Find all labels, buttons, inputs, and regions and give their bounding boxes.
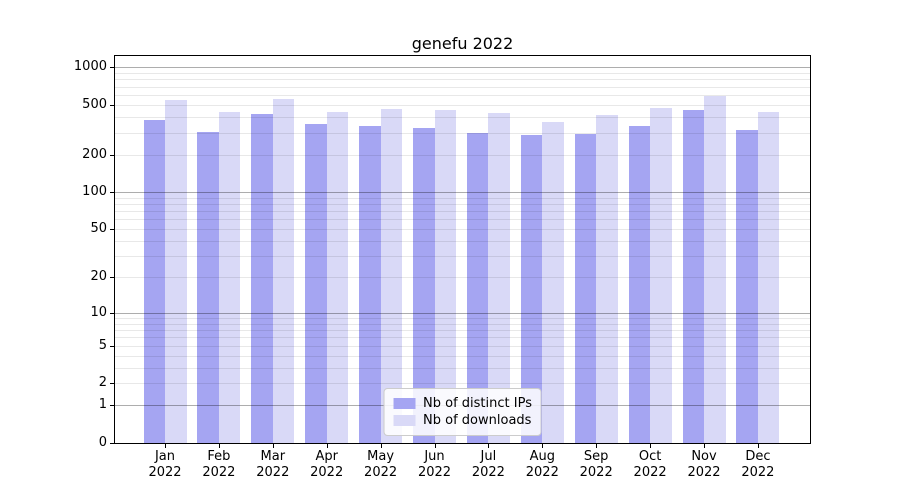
y-tick-label-0: 0 xyxy=(98,435,107,450)
x-tick-label-nov-2022: Nov 2022 xyxy=(687,449,721,480)
bar-distinct-ips-sep-2022 xyxy=(574,133,597,443)
bar-distinct-ips-may-2022 xyxy=(359,126,381,443)
bar-distinct-ips-dec-2022 xyxy=(736,130,758,443)
bar-downloads-jul-2022 xyxy=(488,113,510,443)
x-tick-mark-dec-2022 xyxy=(757,444,759,448)
y-tick-label-2: 2 xyxy=(98,375,107,391)
chart-title: genefu 2022 xyxy=(411,34,514,53)
x-tick-label-jan-2022: Jan 2022 xyxy=(148,449,182,480)
legend-item-distinct-ips: Nb of distinct IPs xyxy=(393,396,532,411)
bar-downloads-mar-2022 xyxy=(272,98,295,443)
x-tick-label-jun-2022: Jun 2022 xyxy=(417,449,452,480)
x-tick-label-feb-2022: Feb 2022 xyxy=(202,449,236,480)
y-tick-label-10: 10 xyxy=(90,304,107,320)
x-tick-mark-nov-2022 xyxy=(704,444,705,448)
x-tick-mark-jul-2022 xyxy=(488,444,490,448)
x-tick-mark-feb-2022 xyxy=(218,444,220,448)
y-tick-label-200: 200 xyxy=(82,146,107,162)
legend-label-downloads: Nb of downloads xyxy=(423,413,532,428)
bar-distinct-ips-mar-2022 xyxy=(251,114,273,443)
y-tick-label-1000: 1000 xyxy=(73,59,107,75)
legend-swatch-downloads xyxy=(393,415,416,426)
y-tick-mark-10 xyxy=(110,312,114,314)
y-tick-mark-5 xyxy=(110,345,114,347)
x-tick-label-aug-2022: Aug 2022 xyxy=(525,449,559,480)
y-tick-mark-50 xyxy=(110,229,114,231)
bar-distinct-ips-feb-2022 xyxy=(197,132,219,443)
bar-distinct-ips-jun-2022 xyxy=(413,128,435,443)
y-tick-mark-500 xyxy=(110,104,114,106)
bars-layer xyxy=(115,56,810,443)
x-tick-label-sep-2022: Sep 2022 xyxy=(579,449,613,480)
x-tick-label-dec-2022: Dec 2022 xyxy=(741,449,775,480)
bar-downloads-oct-2022 xyxy=(650,107,672,443)
bar-downloads-dec-2022 xyxy=(757,111,780,443)
y-tick-label-5: 5 xyxy=(98,337,107,353)
y-tick-mark-20 xyxy=(110,277,114,279)
x-tick-label-jul-2022: Jul 2022 xyxy=(471,449,505,480)
x-tick-label-mar-2022: Mar 2022 xyxy=(256,449,290,480)
bar-downloads-apr-2022 xyxy=(326,111,349,443)
bar-downloads-may-2022 xyxy=(380,108,403,443)
y-tick-label-20: 20 xyxy=(90,269,107,285)
x-tick-mark-jun-2022 xyxy=(434,444,436,448)
x-tick-mark-may-2022 xyxy=(380,444,382,448)
x-tick-label-oct-2022: Oct 2022 xyxy=(633,449,667,480)
y-tick-mark-200 xyxy=(110,154,114,156)
bar-downloads-aug-2022 xyxy=(542,121,564,443)
y-tick-label-500: 500 xyxy=(82,96,107,112)
x-tick-mark-mar-2022 xyxy=(272,444,274,448)
bar-distinct-ips-aug-2022 xyxy=(520,134,543,443)
y-tick-mark-1000 xyxy=(110,67,114,69)
bar-downloads-nov-2022 xyxy=(704,95,726,443)
bar-downloads-sep-2022 xyxy=(596,114,618,443)
plot-area: Nb of distinct IPs Nb of downloads xyxy=(114,55,811,444)
x-tick-mark-apr-2022 xyxy=(326,444,328,448)
y-tick-label-50: 50 xyxy=(90,221,107,237)
x-tick-mark-jan-2022 xyxy=(165,444,166,448)
y-tick-label-100: 100 xyxy=(82,184,107,199)
legend-label-distinct-ips: Nb of distinct IPs xyxy=(423,396,532,411)
legend: Nb of distinct IPs Nb of downloads xyxy=(383,388,542,436)
bar-distinct-ips-apr-2022 xyxy=(305,124,327,443)
bar-distinct-ips-jul-2022 xyxy=(466,132,489,443)
y-tick-mark-0 xyxy=(110,443,114,444)
x-tick-mark-sep-2022 xyxy=(596,444,598,448)
x-tick-label-may-2022: May 2022 xyxy=(364,449,398,480)
x-tick-mark-oct-2022 xyxy=(650,444,652,448)
y-tick-label-1: 1 xyxy=(98,397,107,413)
legend-item-downloads: Nb of downloads xyxy=(393,413,532,428)
bar-downloads-jan-2022 xyxy=(165,99,187,443)
y-tick-mark-2 xyxy=(110,383,114,385)
y-tick-mark-100 xyxy=(110,192,114,193)
y-tick-mark-1 xyxy=(110,405,114,407)
legend-swatch-distinct-ips xyxy=(393,398,416,409)
bar-downloads-jun-2022 xyxy=(434,109,456,443)
bar-distinct-ips-jan-2022 xyxy=(143,120,165,443)
x-tick-label-apr-2022: Apr 2022 xyxy=(310,449,344,480)
bar-downloads-feb-2022 xyxy=(218,111,241,443)
bar-distinct-ips-nov-2022 xyxy=(682,109,704,443)
bar-distinct-ips-oct-2022 xyxy=(628,125,651,443)
x-tick-mark-aug-2022 xyxy=(542,444,544,448)
